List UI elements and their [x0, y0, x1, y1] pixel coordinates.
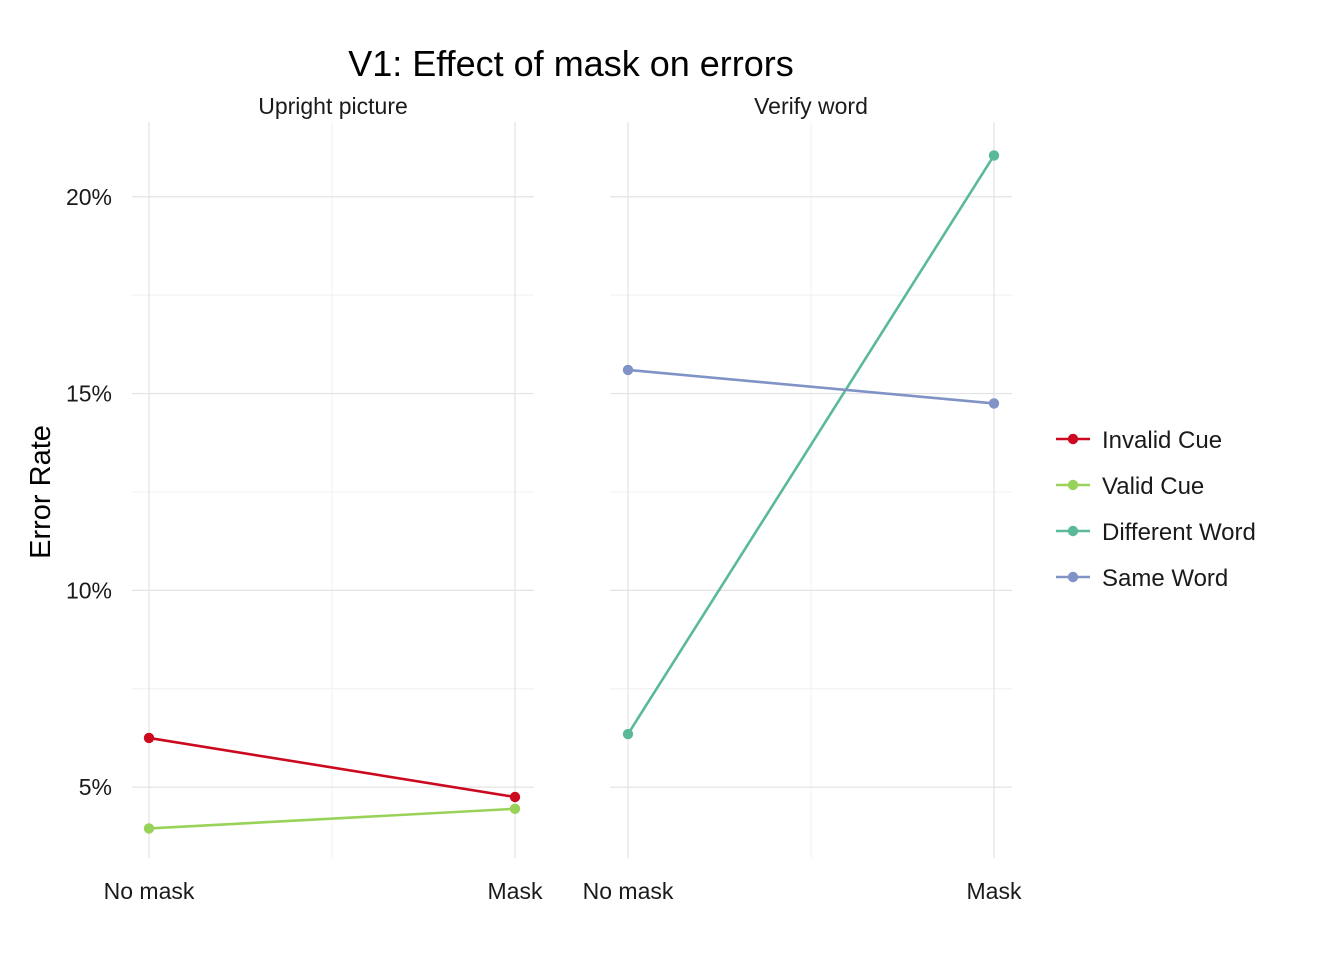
- legend-key-point: [1067, 479, 1079, 491]
- y-tick-labels: 5% 10% 15% 20%: [66, 184, 112, 800]
- data-point: [988, 398, 1000, 409]
- legend-key-point: [1067, 571, 1079, 583]
- facet-panels: Upright picture No mask Mask Verify word No …: [104, 93, 1022, 904]
- series-valid-cue: [143, 803, 521, 834]
- panel-upright-picture: Upright picture No mask Mask: [104, 93, 543, 904]
- series-line: [627, 368, 995, 405]
- legend-key-point: [1067, 525, 1079, 537]
- panel-verify-word: Verify word No mask Mask: [583, 93, 1022, 904]
- y-tick-label: 5%: [79, 774, 112, 800]
- panel-label: Verify word: [754, 93, 868, 119]
- data-point: [988, 150, 1000, 161]
- data-point: [622, 364, 634, 376]
- legend-item-different-word: Different Word: [1056, 519, 1256, 546]
- legend-key-point: [1067, 433, 1079, 445]
- legend-label: Same Word: [1102, 565, 1228, 592]
- series-line: [148, 807, 516, 830]
- data-point: [622, 728, 634, 740]
- y-tick-label: 15%: [66, 381, 112, 407]
- x-tick-label: No mask: [104, 878, 195, 904]
- panel-label: Upright picture: [258, 93, 408, 119]
- data-point: [509, 791, 521, 803]
- legend-item-valid-cue: Valid Cue: [1056, 473, 1204, 500]
- series-different-word: [622, 150, 1000, 740]
- legend-label: Invalid Cue: [1102, 427, 1222, 454]
- series-line: [148, 736, 516, 799]
- data-point: [509, 803, 521, 815]
- legend-item-invalid-cue: Invalid Cue: [1056, 427, 1222, 454]
- series-invalid-cue: [143, 732, 521, 803]
- legend-item-same-word: Same Word: [1056, 565, 1228, 592]
- y-axis-label: Error Rate: [25, 425, 57, 559]
- x-tick-label: Mask: [488, 878, 543, 904]
- series-line: [626, 154, 996, 735]
- x-tick-label: Mask: [967, 878, 1022, 904]
- data-point: [143, 823, 155, 834]
- chart-title: V1: Effect of mask on errors: [348, 43, 794, 84]
- series-same-word: [622, 364, 1000, 409]
- legend-label: Valid Cue: [1102, 473, 1204, 500]
- x-tick-label: No mask: [583, 878, 674, 904]
- legend: Invalid Cue Valid Cue Different Word Same W…: [1056, 427, 1256, 592]
- legend-label: Different Word: [1102, 519, 1256, 546]
- y-tick-label: 10%: [66, 577, 112, 603]
- data-point: [143, 732, 155, 744]
- y-tick-label: 20%: [66, 184, 112, 210]
